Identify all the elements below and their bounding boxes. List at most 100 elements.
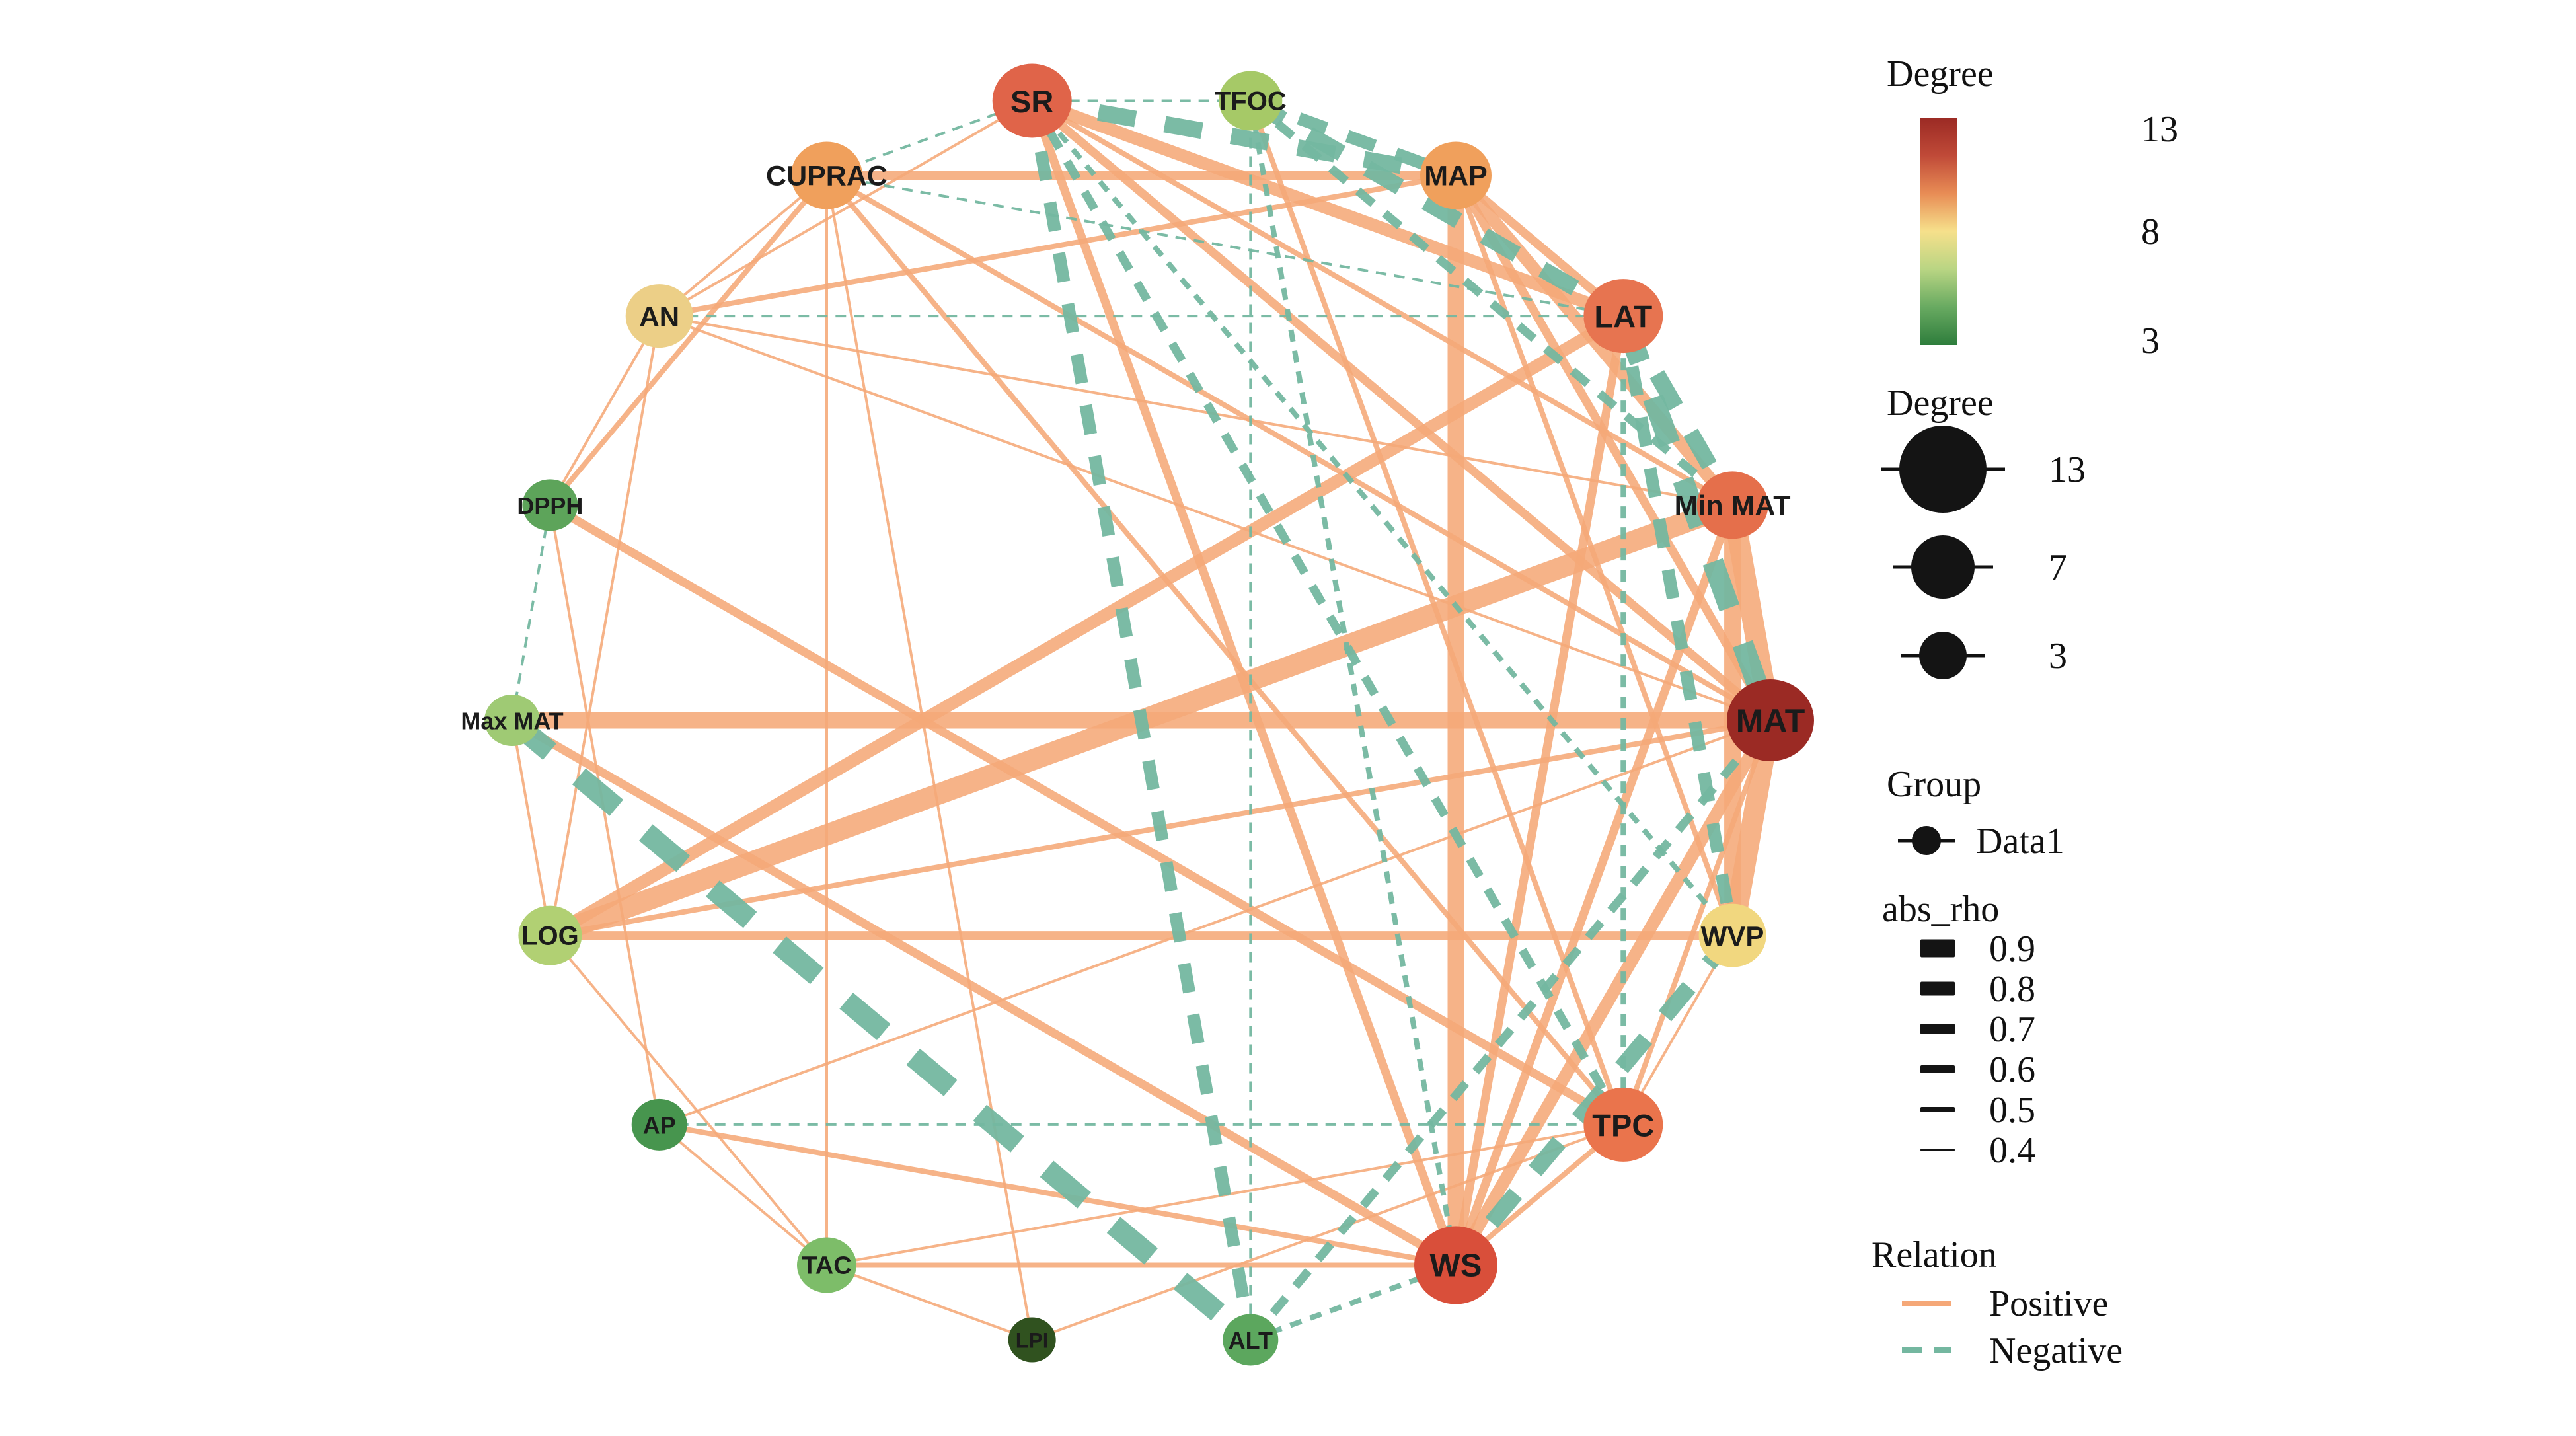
node-CUPRAC: [791, 141, 862, 209]
node-DPPH: [522, 479, 578, 531]
node-label-WVP: WVP: [1701, 921, 1764, 952]
node-MAP: [1420, 141, 1492, 209]
legend-abs-rho-title: abs_rho: [1882, 889, 1999, 930]
node-LOG: [518, 905, 582, 965]
edge-CUPRAC-MAT: [825, 173, 1772, 723]
edge-TFOC-WS: [1248, 100, 1458, 1266]
degree-colorbar: [1920, 118, 1957, 345]
relation-negative-label: Negative: [1989, 1330, 2123, 1371]
legend-group-title: Group: [1887, 764, 1981, 805]
nodes-layer: [484, 63, 1814, 1366]
edge-SR-MAT: [1029, 97, 1774, 724]
degree-size-circle: [1911, 535, 1975, 599]
edge-LAT-CUPRAC: [826, 174, 1624, 318]
node-WS: [1414, 1226, 1497, 1304]
edge-CUPRAC-AN: [658, 174, 828, 317]
edge-ALT-WS: [1249, 1262, 1457, 1343]
degree-size-label: 7: [2049, 547, 2067, 588]
abs-rho-label: 0.5: [1989, 1090, 2035, 1131]
group-node-swatch: [1912, 826, 1941, 855]
node-label-TFOC: TFOC: [1215, 87, 1287, 116]
abs-rho-swatch: [1920, 1107, 1955, 1112]
edge-TPC-DPPH: [548, 501, 1626, 1129]
node-label-MAP: MAP: [1424, 161, 1488, 192]
degree-size-circle: [1919, 632, 1967, 679]
node-label-CUPRAC: CUPRAC: [766, 161, 888, 192]
edge-LAT-MAT: [1613, 312, 1781, 724]
edge-TPC-LPI: [1032, 1123, 1624, 1342]
node-label-ALT: ALT: [1229, 1327, 1273, 1354]
abs-rho-swatch: [1920, 939, 1955, 958]
edge-CUPRAC-DPPH: [548, 173, 829, 507]
node-TAC: [797, 1237, 856, 1293]
positive-edges-layer: [510, 94, 1781, 1342]
edge-DPPH-AN: [549, 315, 661, 506]
edge-TFOC-LAT: [1246, 93, 1628, 323]
edge-MinMAT-WS: [1451, 504, 1737, 1267]
abs-rho-label: 0.6: [1989, 1049, 2035, 1090]
abs-rho-label: 0.9: [1989, 928, 2035, 969]
abs-rho-label: 0.4: [1989, 1130, 2035, 1171]
node-WVP: [1698, 903, 1766, 967]
edge-WS-MaxMAT: [510, 716, 1458, 1269]
node-MAT: [1727, 679, 1814, 761]
colorbar-tick-max: 13: [2141, 109, 2178, 150]
edge-MAT-AP: [659, 719, 1771, 1126]
legend-degree-color-title: Degree: [1887, 54, 1994, 94]
legend-relation-title: Relation: [1872, 1234, 1997, 1275]
edge-SR-AN: [658, 99, 1033, 317]
edge-SR-LAT: [1030, 94, 1626, 322]
node-SR: [992, 63, 1072, 138]
degree-size-items: 13 7 3: [1881, 426, 2086, 679]
abs-rho-swatch: [1920, 1024, 1955, 1034]
node-LPI: [1008, 1317, 1056, 1363]
node-label-LPI: LPI: [1016, 1329, 1049, 1353]
abs-rho-swatch: [1920, 1149, 1955, 1151]
edge-MAP-AN: [659, 172, 1457, 319]
node-label-AP: AP: [643, 1112, 676, 1139]
edge-SR-MAP: [1030, 93, 1458, 184]
relation-items: Positive Negative: [1902, 1283, 2123, 1371]
edge-DPPH-AP: [549, 505, 661, 1125]
edge-MinMAT-AN: [659, 315, 1733, 507]
node-TFOC: [1219, 71, 1283, 131]
node-MaxMAT: [484, 695, 540, 746]
colorbar-tick-mid: 8: [2141, 211, 2160, 252]
edge-MAP-MAT: [1452, 173, 1774, 723]
edge-WS-AP: [659, 1121, 1457, 1268]
edge-CUPRAC-LPI: [825, 175, 1034, 1340]
degree-size-circle: [1899, 426, 1987, 513]
node-label-TPC: TPC: [1592, 1108, 1654, 1143]
node-label-LAT: LAT: [1594, 299, 1652, 334]
degree-size-label: 3: [2049, 636, 2067, 677]
abs-rho-swatch: [1920, 1065, 1955, 1073]
edge-SR-TPC: [1028, 98, 1627, 1127]
edge-MAT-TPC: [1620, 719, 1773, 1126]
colorbar-tick-min: 3: [2141, 321, 2160, 361]
edge-CUPRAC-TPC: [824, 173, 1626, 1127]
node-LAT: [1583, 279, 1663, 354]
node-label-WS: WS: [1430, 1248, 1482, 1284]
degree-size-label: 13: [2049, 449, 2086, 490]
abs-rho-swatch: [1920, 981, 1955, 996]
abs-rho-label: 0.7: [1989, 1009, 2035, 1050]
edge-SR-ALT: [1026, 99, 1257, 1342]
group-label: Data1: [1976, 821, 2065, 862]
edge-TAC-LPI: [826, 1264, 1033, 1342]
edge-TAC-AP: [658, 1123, 828, 1267]
edge-LAT-WVP: [1616, 315, 1739, 937]
node-label-SR: SR: [1010, 84, 1053, 119]
group-items: Data1: [1898, 821, 2065, 862]
node-label-LOG: LOG: [521, 922, 579, 951]
node-label-MAT: MAT: [1736, 702, 1805, 739]
node-label-MinMAT: Min MAT: [1675, 490, 1791, 521]
edge-LAT-WS: [1451, 315, 1628, 1266]
node-label-TAC: TAC: [802, 1252, 851, 1280]
edge-MaxMAT-DPPH: [511, 505, 552, 721]
edge-MaxMAT-ALT: [505, 712, 1258, 1348]
edge-MAT-WS: [1450, 717, 1776, 1269]
edge-LOG-MaxMAT: [511, 720, 552, 936]
abs-rho-label: 0.8: [1989, 969, 2035, 1010]
node-ALT: [1223, 1314, 1279, 1366]
